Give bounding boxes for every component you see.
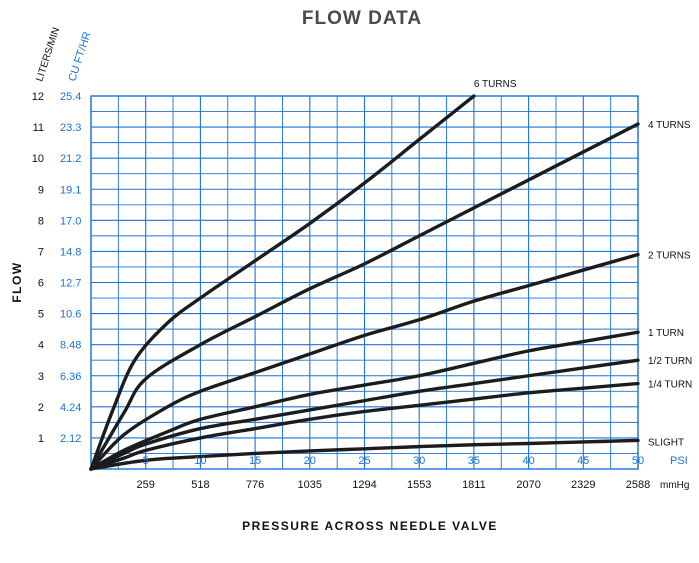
y-tick-label-lpm: 7 bbox=[38, 246, 44, 258]
y-tick-label-lpm: 9 bbox=[38, 184, 44, 196]
x-axis-ticks: 5 259 10 518 15 776 20 1035 25 1294 30 1553 35 1811 40… bbox=[137, 455, 651, 491]
y-tick-label-lpm: 4 bbox=[38, 340, 44, 352]
y-tick-label-cfh: 17.0 bbox=[60, 215, 81, 227]
y-units-left: LITERS/MIN bbox=[34, 26, 62, 83]
y-tick-label-lpm: 12 bbox=[32, 91, 44, 103]
series-label-2-turns: 2 TURNS bbox=[648, 251, 691, 262]
x-tick-label-mmhg: 1035 bbox=[298, 479, 322, 491]
series-label-slight: SLIGHT bbox=[648, 437, 684, 448]
y-tick-label-cfh: 21.2 bbox=[60, 153, 81, 165]
plot-frame bbox=[90, 95, 639, 470]
x-tick-label-psi: 30 bbox=[413, 455, 425, 467]
x-tick-label-psi: 5 bbox=[143, 455, 149, 467]
series-label-1-2-turn: 1/2 TURN bbox=[648, 356, 692, 367]
x-tick-label-psi: 10 bbox=[194, 455, 206, 467]
y-tick-label-cfh: 2.12 bbox=[60, 433, 81, 445]
y-tick-label-cfh: 19.1 bbox=[60, 184, 81, 196]
y-tick-label-cfh: 8.48 bbox=[60, 340, 81, 352]
x-tick-label-psi: 20 bbox=[304, 455, 316, 467]
x-tick-label-mmhg: 2329 bbox=[571, 479, 595, 491]
x-tick-label-psi: 50 bbox=[632, 455, 644, 467]
y-tick-label-lpm: 10 bbox=[32, 153, 44, 165]
x-tick-label-psi: 40 bbox=[522, 455, 534, 467]
x-tick-label-psi: 35 bbox=[468, 455, 480, 467]
series-label-1-4-turn: 1/4 TURN bbox=[648, 380, 692, 391]
y-tick-label-lpm: 1 bbox=[38, 433, 44, 445]
series-label-1-turn: 1 TURN bbox=[648, 328, 684, 339]
series-line-slight bbox=[89, 438, 640, 471]
x-tick-label-psi: 25 bbox=[358, 455, 370, 467]
y-units-right: CU FT/HR bbox=[66, 30, 93, 83]
y-tick-label-cfh: 12.7 bbox=[60, 278, 81, 290]
series-label-6-turns: 6 TURNS bbox=[474, 79, 517, 90]
series-line-6-turns bbox=[89, 94, 476, 471]
y-tick-label-lpm: 5 bbox=[38, 309, 44, 321]
series-lines bbox=[89, 94, 640, 471]
x-tick-label-mmhg: 2588 bbox=[626, 479, 650, 491]
x-units-psi: PSI bbox=[670, 455, 688, 467]
series-line-1-4-turn bbox=[89, 381, 640, 471]
x-tick-label-mmhg: 776 bbox=[246, 479, 264, 491]
grid bbox=[90, 95, 639, 470]
chart-title: FLOW DATA bbox=[302, 8, 422, 29]
y-tick-label-lpm: 6 bbox=[38, 278, 44, 290]
y-tick-label-lpm: 8 bbox=[38, 215, 44, 227]
y-axis-title: FLOW bbox=[10, 261, 24, 302]
x-tick-label-mmhg: 1811 bbox=[462, 479, 486, 491]
series-line-4-turns bbox=[89, 122, 640, 471]
y-tick-label-cfh: 25.4 bbox=[60, 91, 81, 103]
y-tick-label-cfh: 10.6 bbox=[60, 309, 81, 321]
x-tick-label-mmhg: 518 bbox=[191, 479, 209, 491]
x-tick-label-psi: 45 bbox=[577, 455, 589, 467]
y-tick-label-cfh: 4.24 bbox=[60, 402, 81, 414]
x-axis-title: PRESSURE ACROSS NEEDLE VALVE bbox=[242, 519, 498, 533]
y-tick-label-lpm: 3 bbox=[38, 371, 44, 383]
x-tick-label-mmhg: 259 bbox=[137, 479, 155, 491]
x-units-mmhg: mmHg bbox=[660, 480, 689, 491]
x-tick-label-psi: 15 bbox=[249, 455, 261, 467]
y-tick-label-lpm: 2 bbox=[38, 402, 44, 414]
y-tick-label-cfh: 6.36 bbox=[60, 371, 81, 383]
x-tick-label-mmhg: 2070 bbox=[516, 479, 540, 491]
series-labels: 6 TURNS 4 TURNS 2 TURNS 1 TURN 1/2 TURN 1/4 T… bbox=[474, 79, 692, 448]
y-tick-label-cfh: 14.8 bbox=[60, 246, 81, 258]
series-line-2-turns bbox=[89, 252, 640, 471]
y-tick-label-lpm: 11 bbox=[33, 122, 44, 134]
series-line-1-2-turn bbox=[89, 358, 640, 471]
y-axis-ticks: 1 2.12 2 4.24 3 6.36 4 8.48 5 10.6 6 12.7 7 14.8 8 17.0… bbox=[32, 91, 82, 445]
x-tick-label-mmhg: 1553 bbox=[407, 479, 431, 491]
y-tick-label-cfh: 23.3 bbox=[60, 122, 81, 134]
series-label-4-turns: 4 TURNS bbox=[648, 120, 691, 131]
x-tick-label-mmhg: 1294 bbox=[352, 479, 376, 491]
series-line-1-turn bbox=[89, 330, 640, 471]
